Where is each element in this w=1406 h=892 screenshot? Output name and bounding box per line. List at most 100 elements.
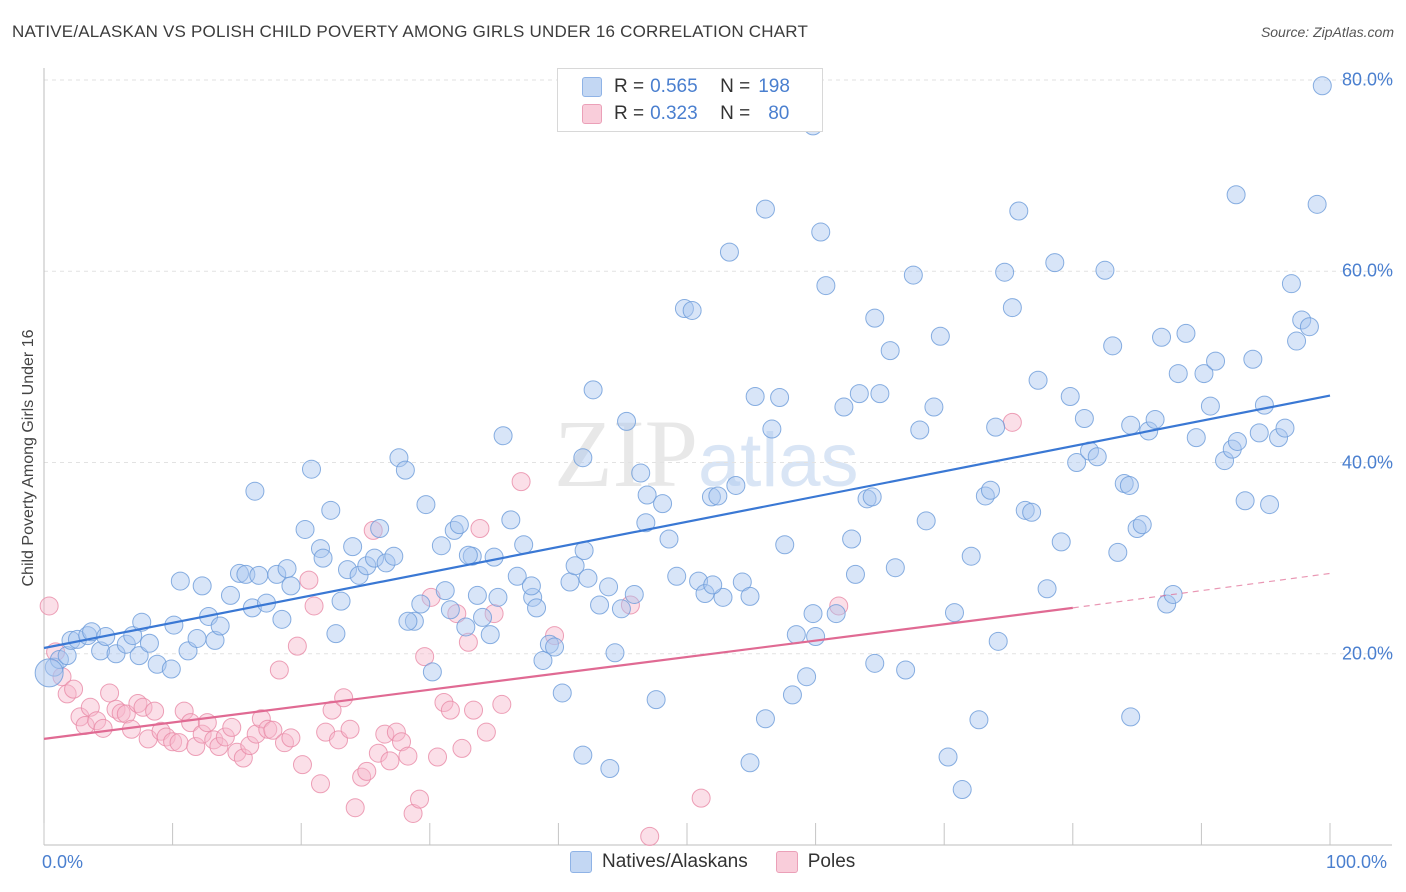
- natives-point: [961, 546, 981, 566]
- natives-point: [229, 563, 249, 583]
- poles-point: [415, 647, 435, 667]
- poles-point: [398, 746, 418, 766]
- poles-point: [492, 694, 512, 714]
- natives-point: [924, 397, 944, 417]
- series-label-natives: Natives/Alaskans: [602, 851, 748, 872]
- natives-point: [1227, 431, 1247, 451]
- natives-point: [456, 617, 476, 637]
- natives-point: [326, 624, 346, 644]
- natives-point: [689, 571, 709, 591]
- natives-point: [565, 556, 585, 576]
- natives-point: [885, 558, 905, 578]
- natives-point: [842, 529, 862, 549]
- poles-point: [209, 737, 229, 757]
- poles-point: [484, 604, 504, 624]
- legend-r-value: 0.323: [650, 103, 698, 124]
- y-tick-label: 80.0%: [1341, 69, 1393, 90]
- natives-point: [349, 565, 369, 585]
- poles-trend-extension: [1072, 572, 1331, 609]
- poles-point: [299, 570, 319, 590]
- natives-point: [1121, 707, 1141, 727]
- natives-point: [129, 646, 149, 666]
- poles-point: [215, 727, 235, 747]
- y-tick-label: 20.0%: [1341, 643, 1393, 664]
- natives-point: [272, 609, 292, 629]
- poles-point: [233, 748, 253, 768]
- natives-point: [617, 411, 637, 431]
- poles-point: [192, 724, 212, 744]
- natives-point: [473, 607, 493, 627]
- natives-point: [398, 611, 418, 631]
- natives-point: [1087, 447, 1107, 467]
- natives-point: [560, 572, 580, 592]
- poles-point: [403, 803, 423, 823]
- natives-point: [1121, 415, 1141, 435]
- y-tick-label: 40.0%: [1341, 452, 1393, 472]
- natives-point: [1287, 331, 1307, 351]
- natives-point: [501, 510, 521, 530]
- natives-point: [435, 581, 455, 601]
- natives-point: [713, 587, 733, 607]
- natives-point: [527, 598, 547, 618]
- natives-point: [969, 710, 989, 730]
- natives-point: [343, 537, 363, 557]
- natives-point: [870, 384, 890, 404]
- poles-point: [375, 724, 395, 744]
- natives-point: [467, 585, 487, 605]
- legend-r-label: R =: [614, 103, 645, 124]
- natives-point: [573, 745, 593, 765]
- poles-point: [258, 719, 278, 739]
- natives-point: [600, 759, 620, 778]
- poles-point: [222, 717, 242, 737]
- poles-point: [133, 697, 153, 717]
- poles-point: [181, 713, 201, 733]
- poles-point: [287, 636, 307, 656]
- poles-point: [186, 737, 206, 757]
- natives-point: [755, 199, 775, 219]
- series-legend-poles: Poles: [775, 851, 856, 873]
- natives-point: [1103, 336, 1123, 356]
- natives-point: [903, 265, 923, 285]
- natives-point: [205, 630, 225, 650]
- natives-point: [1168, 364, 1188, 384]
- poles-point: [106, 699, 126, 719]
- natives-point: [782, 685, 802, 705]
- natives-point: [611, 599, 631, 619]
- chart-source: Source: ZipAtlas.com: [1260, 24, 1394, 40]
- natives-point: [1152, 327, 1172, 347]
- natives-point: [755, 709, 775, 729]
- series-label-poles: Poles: [807, 851, 856, 872]
- natives-point: [896, 660, 916, 680]
- natives-point: [1067, 453, 1087, 472]
- poles-point: [269, 660, 289, 680]
- natives-point: [631, 463, 651, 483]
- natives-point: [583, 380, 603, 400]
- x-tick-label-min: 0.0%: [42, 852, 84, 872]
- natives-point: [637, 485, 657, 505]
- natives-point: [440, 600, 460, 620]
- natives-point: [1176, 323, 1196, 343]
- natives-point: [484, 547, 504, 567]
- natives-point: [1022, 502, 1042, 522]
- natives-point: [803, 604, 823, 624]
- natives-point: [986, 417, 1006, 437]
- natives-point: [139, 633, 159, 653]
- natives-point: [164, 615, 184, 635]
- natives-point: [1206, 351, 1226, 371]
- x-tick-label-max: 100.0%: [1326, 852, 1388, 872]
- natives-point: [988, 631, 1008, 651]
- natives-point: [132, 612, 152, 632]
- natives-point: [944, 603, 964, 623]
- natives-point: [740, 586, 760, 606]
- natives-point: [147, 654, 167, 674]
- natives-point: [703, 575, 723, 595]
- natives-point: [816, 276, 836, 296]
- natives-point: [1127, 518, 1147, 538]
- natives-point: [1299, 317, 1319, 337]
- legend-n-label: N =: [720, 76, 751, 97]
- natives-point: [605, 643, 625, 663]
- natives-point: [220, 585, 240, 605]
- natives-point: [975, 486, 995, 506]
- natives-point: [770, 387, 790, 407]
